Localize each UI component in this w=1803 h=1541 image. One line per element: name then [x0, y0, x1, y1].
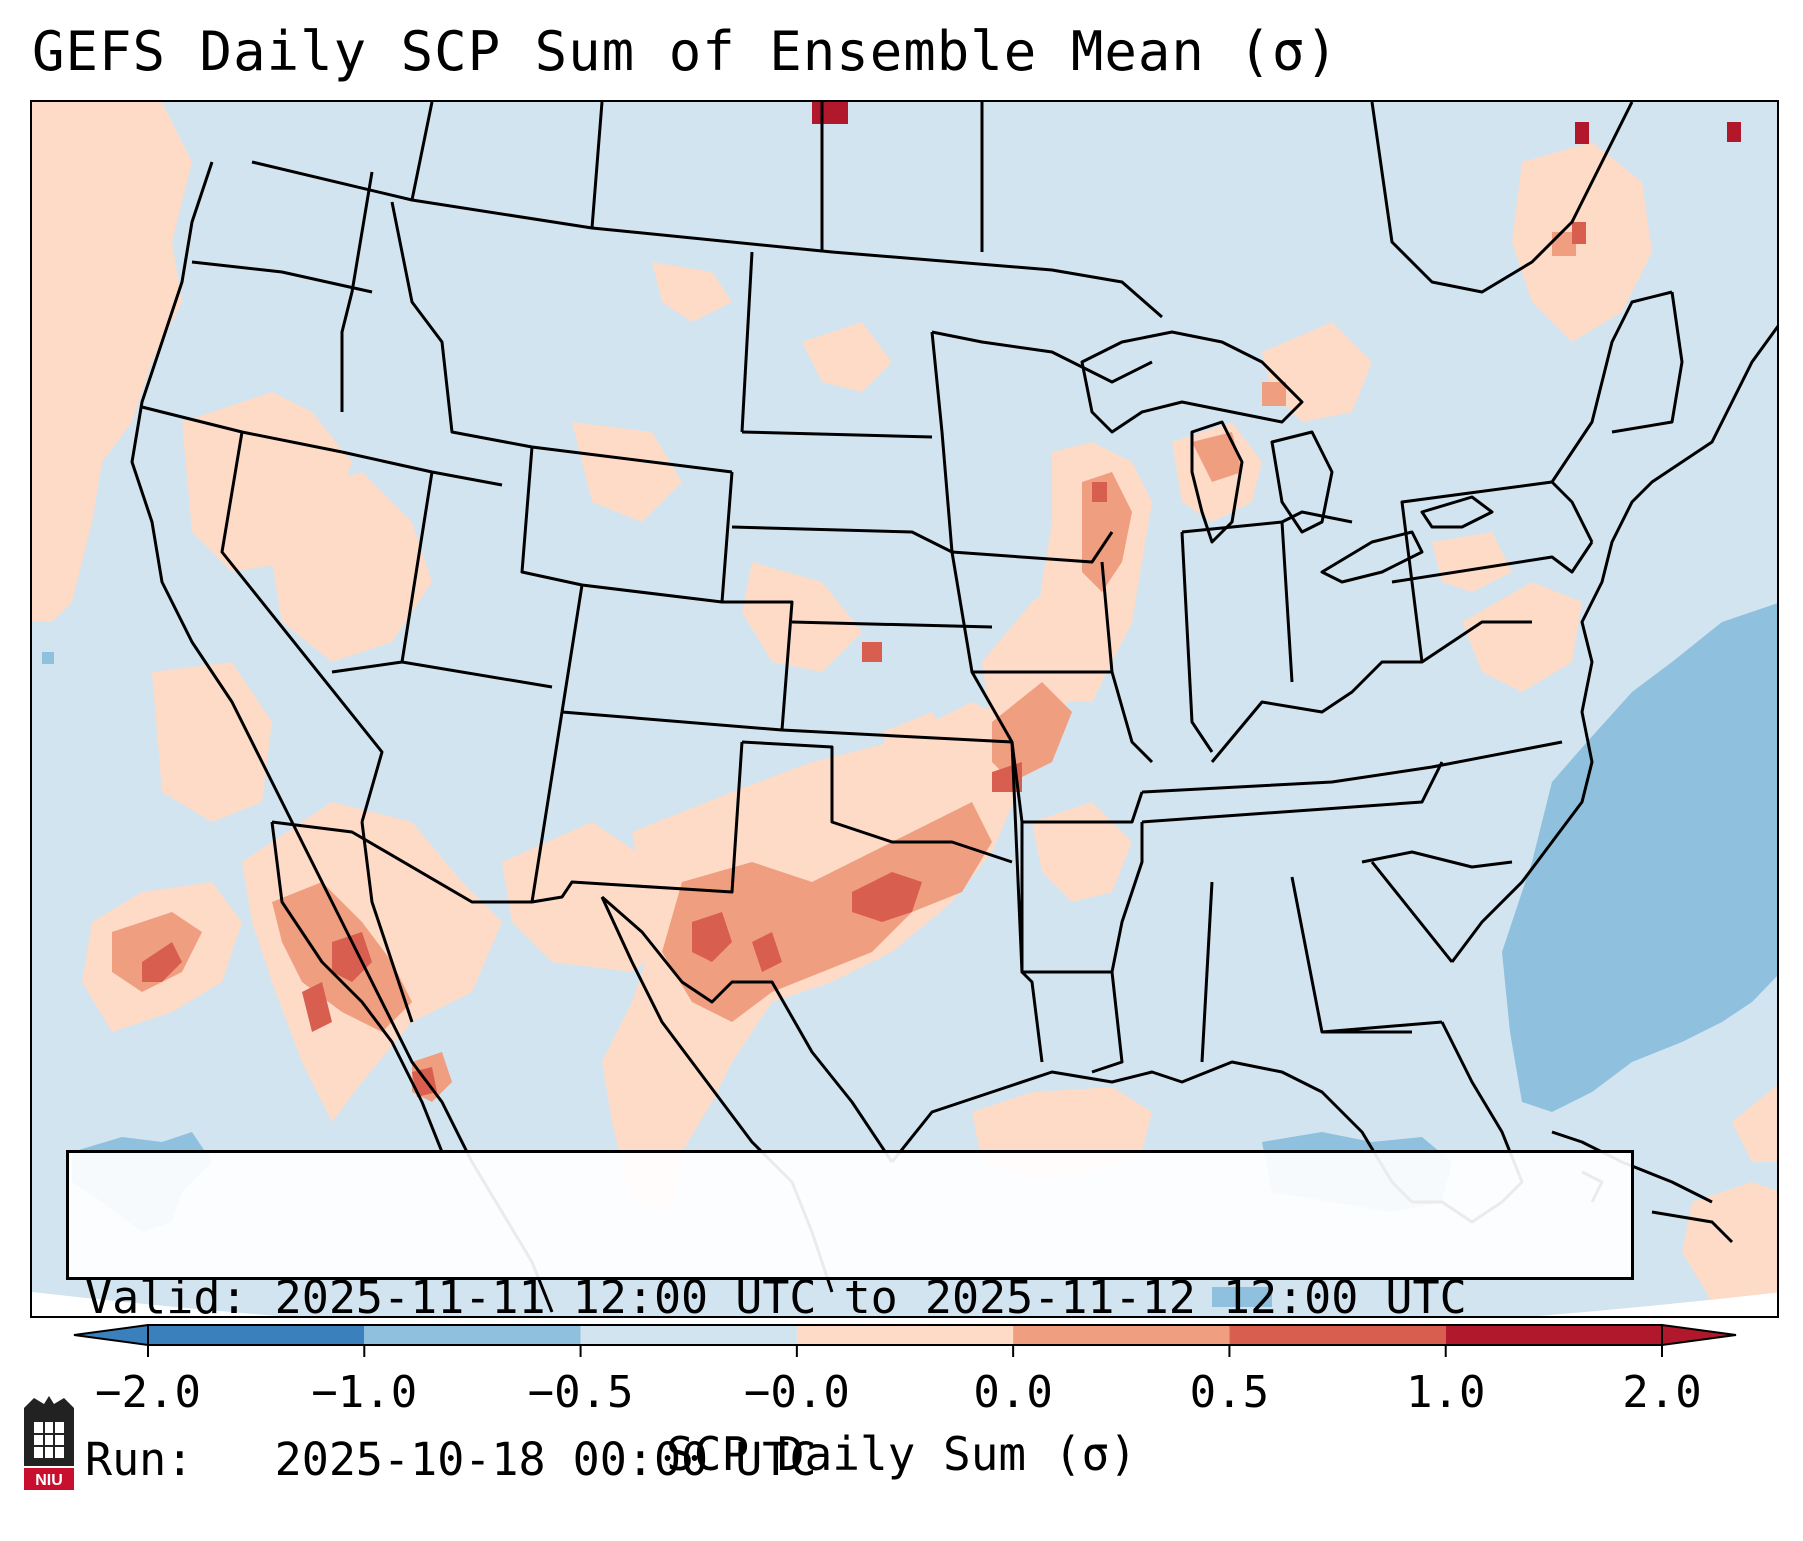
colorbar-segment: [148, 1325, 365, 1345]
colorbar-tick-label: 2.0: [1622, 1367, 1701, 1418]
run-time-text: Run: 2025-10-18 00:00 UTC: [85, 1433, 817, 1486]
niu-logo-icon: NIU: [24, 1396, 74, 1490]
colorbar-segment: [364, 1325, 581, 1345]
colorbar-tick-label: 1.0: [1406, 1367, 1485, 1418]
colorbar-outline: [147, 1324, 1663, 1346]
colorbar-tick-label: 0.0: [973, 1367, 1052, 1418]
colorbar-extend-high: [1661, 1323, 1737, 1347]
colorbar-segment: [580, 1325, 797, 1345]
map-frame: [30, 100, 1779, 1318]
colorbar-ticks: −2.0 −1.0 −0.5 −0.0 0.0 0.5 1.0 2.0: [95, 1345, 1702, 1418]
colorbar-label: SCP Daily Sum (σ): [666, 1427, 1137, 1481]
colorbar-tick-label: −0.0: [744, 1367, 850, 1418]
colorbar-tick-label: 0.5: [1190, 1367, 1269, 1418]
map-canvas: [32, 102, 1777, 1316]
colorbar-tick-label: −2.0: [95, 1367, 201, 1418]
page-title: GEFS Daily SCP Sum of Ensemble Mean (σ): [32, 20, 1339, 83]
field-background: [32, 102, 1777, 1316]
colorbar-segment: [1229, 1325, 1446, 1345]
colorbar-tick-label: −0.5: [528, 1367, 634, 1418]
colorbar-segment: [796, 1325, 1014, 1345]
colorbar: −2.0 −1.0 −0.5 −0.0 0.0 0.5 1.0 2.0: [73, 1323, 1737, 1418]
colorbar-segment: [1445, 1325, 1662, 1345]
positive-anomaly-strong: [142, 222, 1586, 1097]
valid-time-text: Valid: 2025-11-11 12:00 UTC to 2025-11-1…: [85, 1271, 1467, 1324]
niu-logo-text: NIU: [35, 1472, 63, 1489]
colorbar-segment: [1013, 1325, 1230, 1345]
info-box: Valid: 2025-11-11 12:00 UTC to 2025-11-1…: [66, 1150, 1634, 1486]
colorbar-extend-low: [73, 1323, 149, 1347]
colorbar-segments: [73, 1323, 1737, 1347]
colorbar-tick-label: −1.0: [311, 1367, 417, 1418]
